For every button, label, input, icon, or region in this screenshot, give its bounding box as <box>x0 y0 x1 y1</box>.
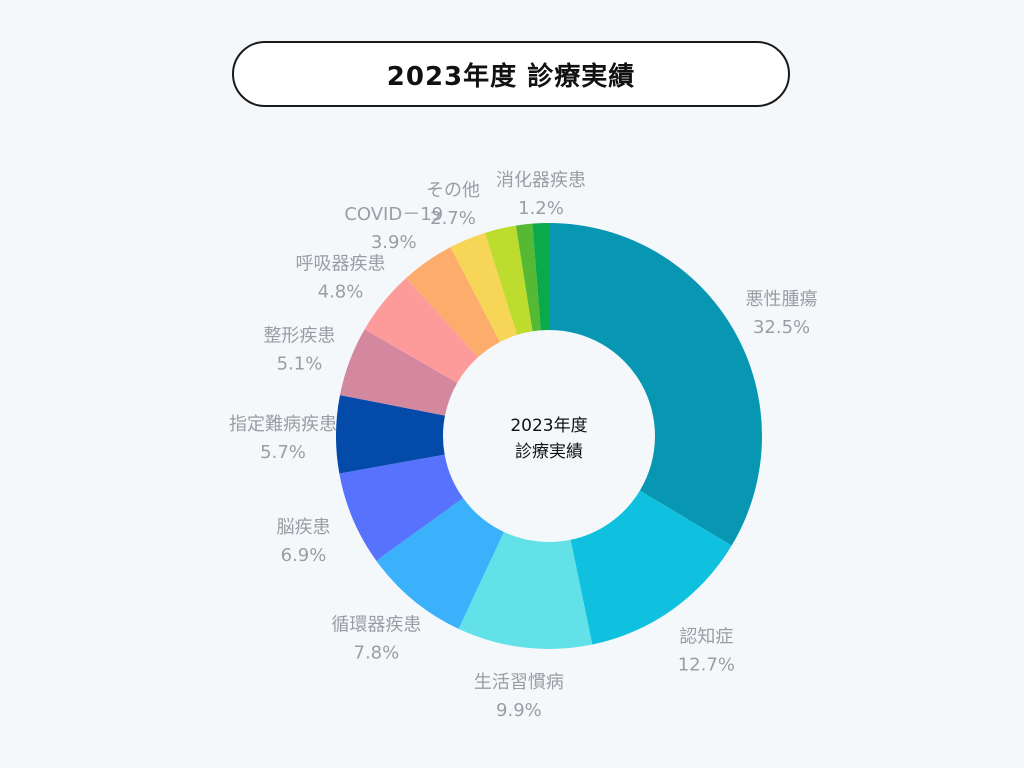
slice-3 <box>376 498 504 629</box>
slice-value-4: 6.9% <box>281 545 327 566</box>
slice-label-0: 悪性腫瘍 <box>746 289 818 310</box>
slice-label-9: その他 <box>426 180 480 201</box>
chart-title: 2023年度 診療実績 <box>386 61 636 92</box>
slice-11 <box>515 223 541 332</box>
slice-label-1: 認知症 <box>679 626 733 647</box>
slice-value-7: 4.8% <box>318 282 364 303</box>
slice-label-3: 循環器疾患 <box>331 615 421 636</box>
slice-value-9: 2.7% <box>430 208 476 229</box>
slice-label-6: 整形疾患 <box>263 325 335 346</box>
slice-8 <box>406 247 500 358</box>
slice-label-12: 消化器疾患 <box>496 170 586 191</box>
slice-value-0: 32.5% <box>753 317 810 338</box>
slice-label-2: 生活習慣病 <box>474 672 564 693</box>
slice-5 <box>336 395 445 474</box>
slice-value-12: 1.2% <box>518 198 564 219</box>
slice-1 <box>570 490 732 645</box>
center-label-line1: 2023年度 <box>510 416 587 436</box>
slice-label-8: COVID－19 <box>344 204 443 225</box>
center-label-line2: 診療実績 <box>515 442 583 462</box>
slice-0 <box>549 223 763 546</box>
slice-7 <box>364 277 478 383</box>
slice-4 <box>339 454 464 561</box>
slice-value-1: 12.7% <box>678 654 735 675</box>
slice-label-5: 指定難病疾患 <box>229 414 337 435</box>
slice-6 <box>339 329 458 416</box>
labels-group: 悪性腫瘍 32.5% 認知症 12.7% 生活習慣病 9.9% 循環器疾患 7.8% 脳疾患 6.… <box>229 170 818 721</box>
slice-12 <box>532 223 549 331</box>
slice-value-2: 9.9% <box>496 700 542 721</box>
slice-2 <box>458 531 593 650</box>
slice-value-3: 7.8% <box>354 643 400 664</box>
slice-10 <box>484 225 533 335</box>
slice-9 <box>450 232 518 343</box>
chart-title-box: 2023年度 診療実績 <box>232 41 790 107</box>
slices-group <box>336 223 763 650</box>
slice-value-5: 5.7% <box>260 442 306 463</box>
slice-value-6: 5.1% <box>277 353 323 374</box>
slice-label-4: 脳疾患 <box>276 517 330 538</box>
slice-value-8: 3.9% <box>371 232 417 253</box>
slice-label-7: 呼吸器疾患 <box>295 254 385 275</box>
